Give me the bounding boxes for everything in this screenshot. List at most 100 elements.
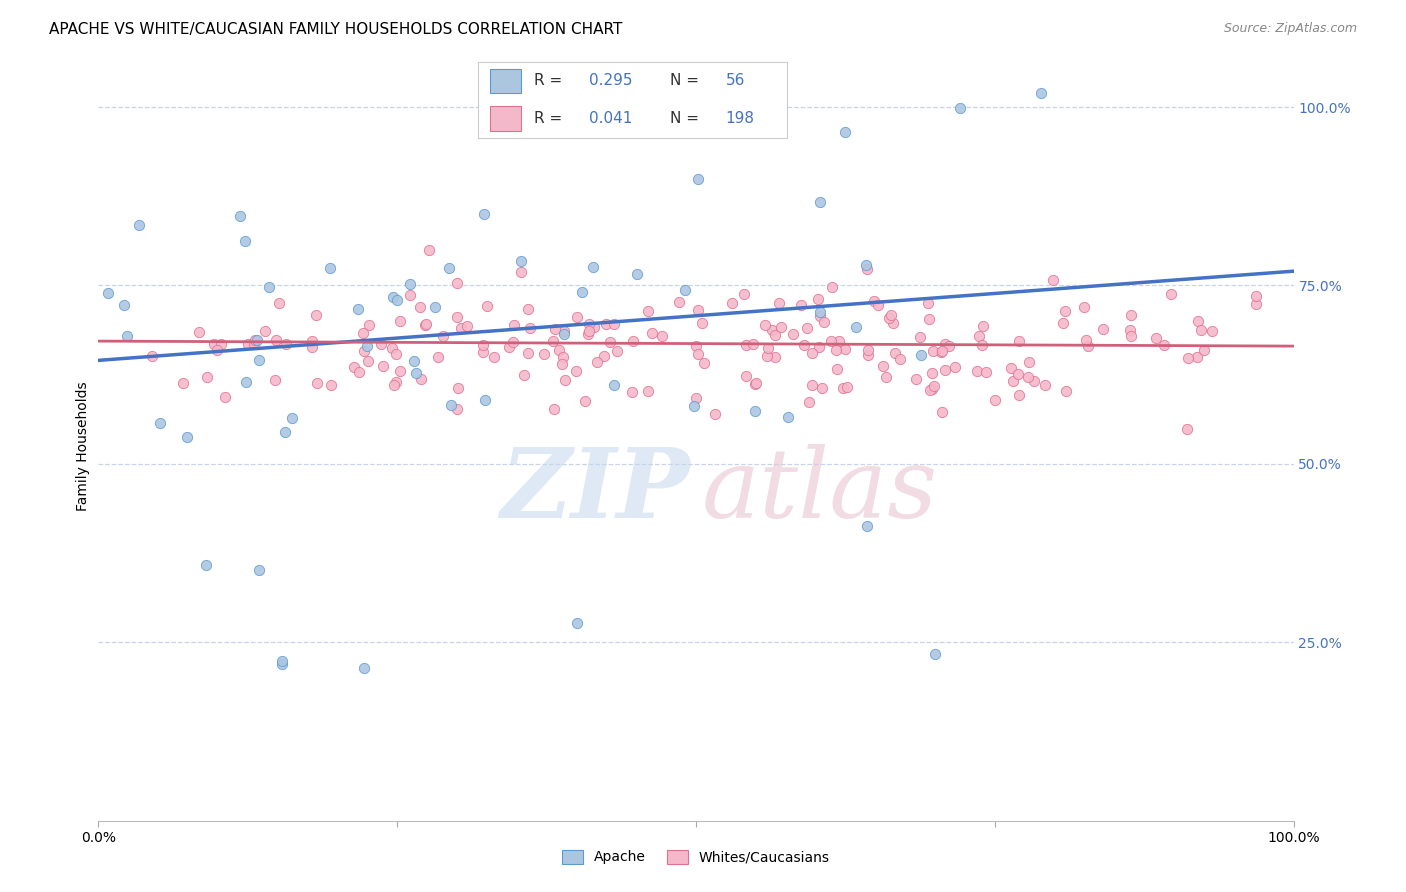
Text: Source: ZipAtlas.com: Source: ZipAtlas.com xyxy=(1223,22,1357,36)
Point xyxy=(352,326,374,341)
Point xyxy=(651,329,673,343)
Point xyxy=(921,382,943,396)
Point xyxy=(399,288,422,302)
Point xyxy=(176,430,198,444)
Point xyxy=(498,340,520,354)
Point xyxy=(97,285,120,300)
Point xyxy=(721,295,744,310)
Point xyxy=(257,279,280,293)
Point xyxy=(385,293,408,308)
Point xyxy=(187,326,209,340)
Point xyxy=(704,407,727,421)
Point xyxy=(972,319,994,334)
Point xyxy=(456,319,478,334)
Point xyxy=(247,352,270,367)
Point xyxy=(128,218,150,232)
Point xyxy=(305,308,328,322)
Text: N =: N = xyxy=(669,73,703,88)
Point xyxy=(690,316,713,330)
Y-axis label: Family Households: Family Households xyxy=(76,381,90,511)
Point xyxy=(319,377,342,392)
Point xyxy=(845,320,868,334)
Text: atlas: atlas xyxy=(702,444,938,538)
Point xyxy=(357,318,380,332)
Point xyxy=(202,337,225,351)
Point xyxy=(686,172,709,186)
Point xyxy=(582,260,605,275)
Point xyxy=(516,345,538,359)
Point xyxy=(768,295,790,310)
Point xyxy=(1054,304,1077,318)
Point xyxy=(744,376,766,391)
Point xyxy=(683,399,706,413)
Point xyxy=(1074,333,1097,347)
Point xyxy=(921,366,943,380)
Point xyxy=(1000,361,1022,376)
Point xyxy=(808,305,831,319)
Point xyxy=(432,329,454,343)
Legend: Apache, Whites/Caucasians: Apache, Whites/Caucasians xyxy=(557,844,835,870)
Point xyxy=(477,299,499,313)
Point xyxy=(688,347,710,361)
Point xyxy=(984,392,1007,407)
Point xyxy=(381,342,404,356)
Point xyxy=(474,393,496,408)
Point xyxy=(638,88,661,103)
Point xyxy=(620,384,643,399)
Point xyxy=(446,402,468,417)
Point xyxy=(922,344,945,359)
Point xyxy=(1029,86,1052,100)
Text: ZIP: ZIP xyxy=(501,444,690,538)
Point xyxy=(510,254,533,268)
Point xyxy=(253,324,276,338)
Point xyxy=(274,337,297,351)
Point xyxy=(797,395,820,409)
Point xyxy=(550,357,572,371)
Point xyxy=(856,519,879,533)
Point xyxy=(877,311,900,326)
Point xyxy=(205,343,228,358)
Bar xyxy=(491,69,522,93)
Point xyxy=(599,334,621,349)
Point xyxy=(357,353,380,368)
Point xyxy=(1144,331,1167,345)
Point xyxy=(582,319,605,334)
Point xyxy=(209,337,232,351)
Point xyxy=(769,320,792,334)
Point xyxy=(1153,338,1175,352)
Point xyxy=(1187,350,1209,364)
Point xyxy=(519,320,541,334)
Point xyxy=(479,112,502,127)
Point xyxy=(931,405,953,419)
Point xyxy=(346,302,368,317)
Point xyxy=(808,309,831,323)
Point xyxy=(595,317,617,331)
Point xyxy=(756,341,779,355)
Point xyxy=(793,338,815,352)
Point xyxy=(938,339,960,353)
Point xyxy=(415,317,437,331)
Point xyxy=(929,344,952,359)
Point xyxy=(450,320,472,334)
Point xyxy=(637,303,659,318)
Point xyxy=(307,376,329,390)
Point xyxy=(353,343,375,358)
Point xyxy=(1018,355,1040,369)
Point xyxy=(578,325,600,339)
Point xyxy=(389,364,412,378)
Text: R =: R = xyxy=(534,73,567,88)
Point xyxy=(789,298,811,312)
Point xyxy=(606,343,628,358)
Point xyxy=(472,345,495,359)
Point xyxy=(1007,368,1029,382)
Point xyxy=(270,657,292,672)
Point xyxy=(1042,273,1064,287)
Point xyxy=(976,365,998,379)
Point xyxy=(409,372,432,386)
Point xyxy=(235,375,257,389)
Point xyxy=(245,333,267,347)
Point xyxy=(813,315,835,329)
Point xyxy=(754,318,776,332)
Point xyxy=(834,342,856,356)
Point xyxy=(931,344,953,359)
